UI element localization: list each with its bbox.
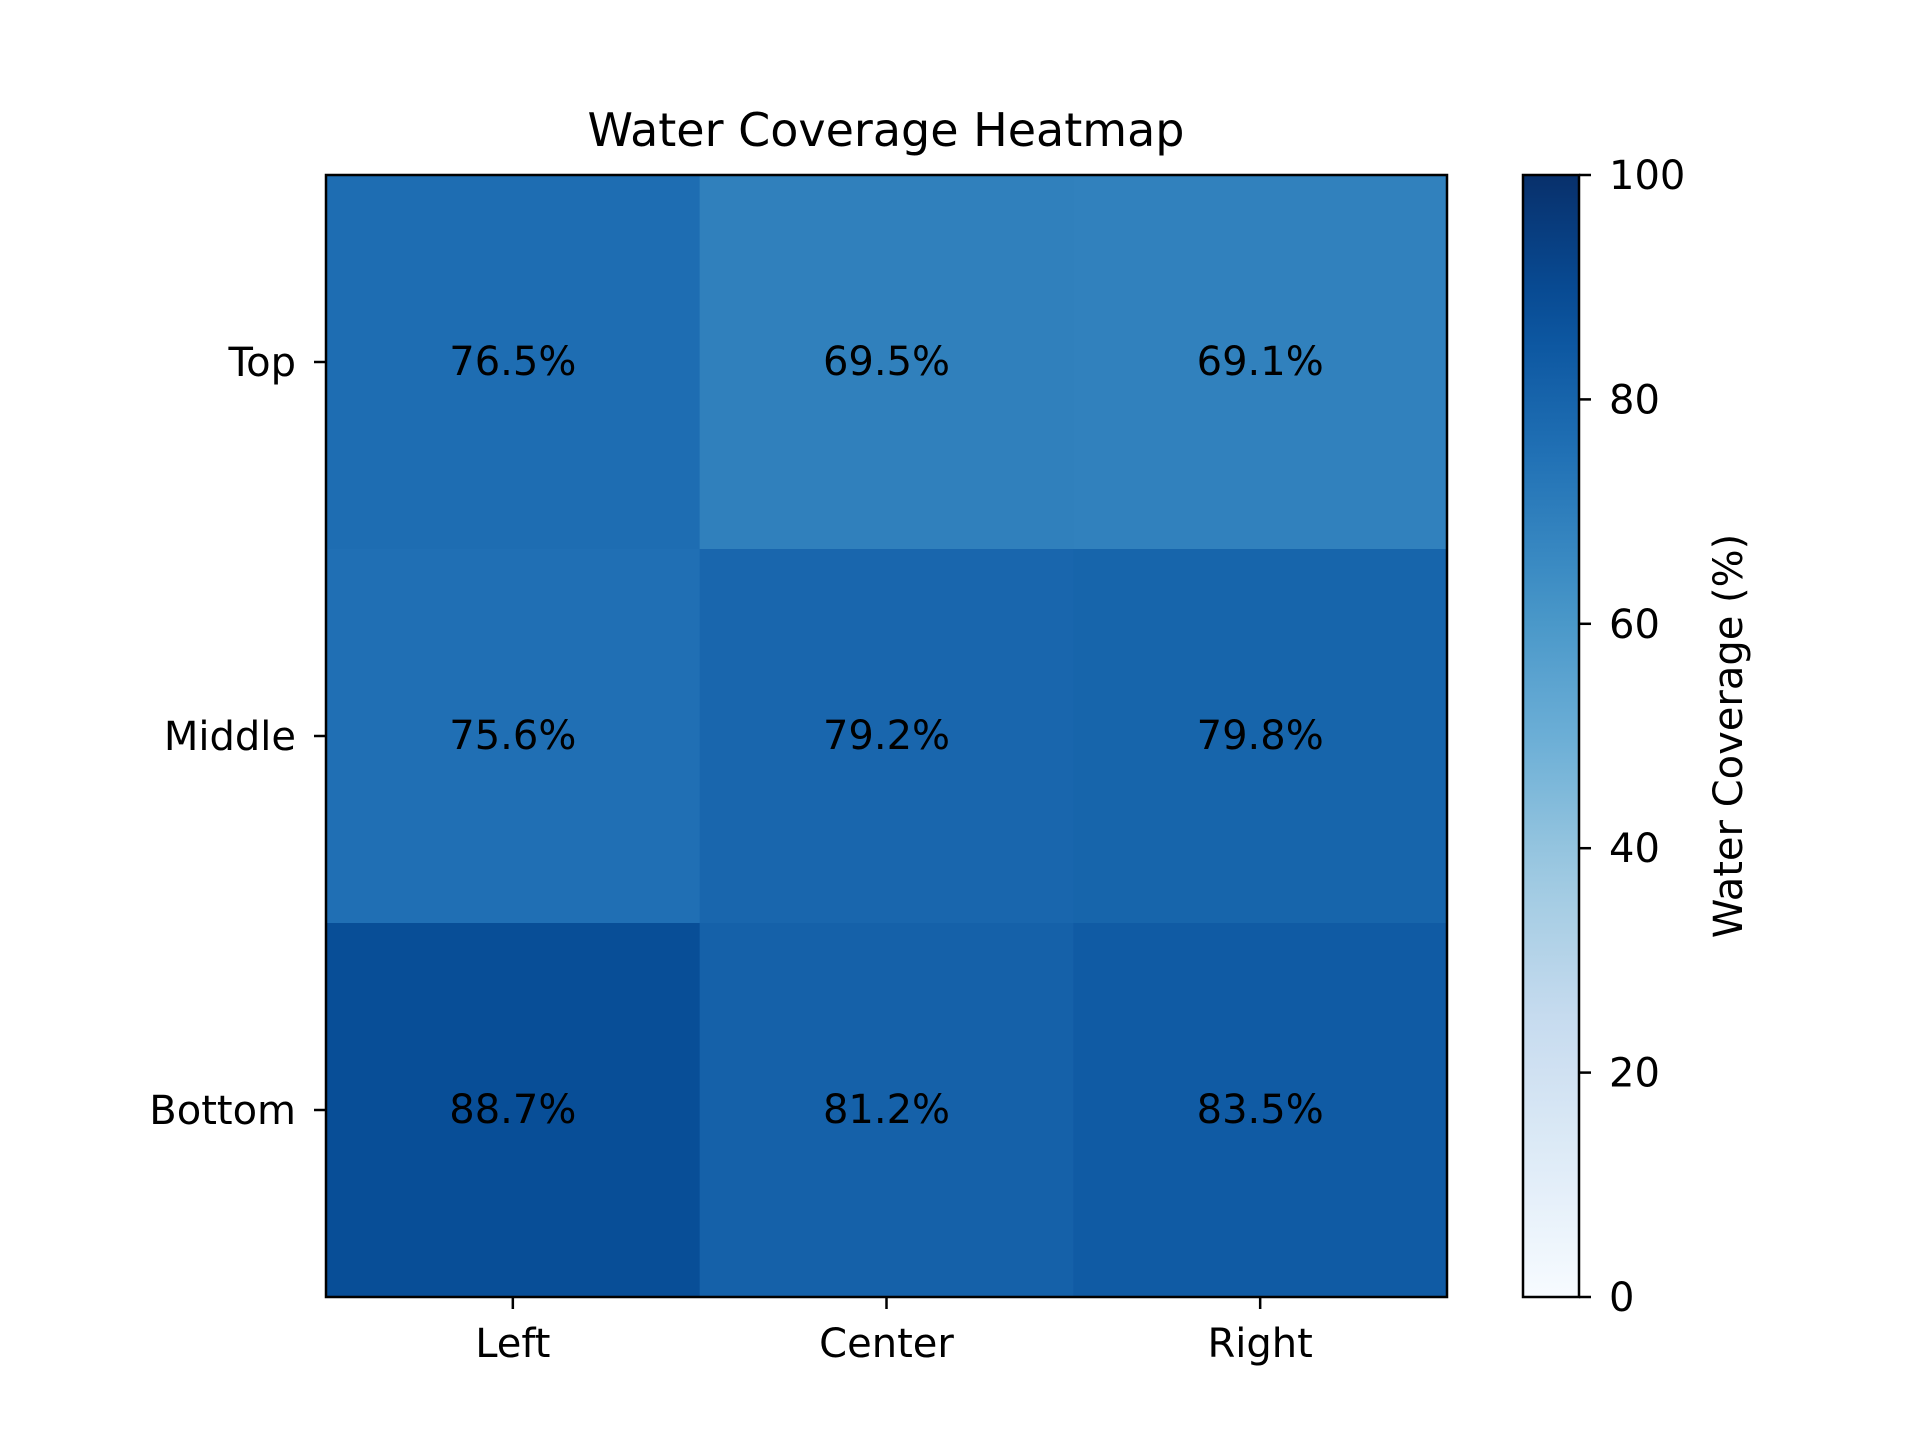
x-axis: Left Center Right xyxy=(475,1297,1313,1367)
x-tick-label-right: Right xyxy=(1207,1321,1312,1367)
y-tick-label-bottom: Bottom xyxy=(149,1088,296,1134)
cell-value-label: 76.5% xyxy=(449,339,576,385)
colorbar-tick-label: 40 xyxy=(1609,826,1660,872)
heatmap-cells xyxy=(326,175,1448,1298)
cell-value-label: 83.5% xyxy=(1197,1087,1324,1133)
heatmap-cell-top-left xyxy=(326,175,701,550)
cell-value-label: 75.6% xyxy=(449,713,576,759)
y-axis: Top Middle Bottom xyxy=(149,340,326,1134)
x-tick-label-left: Left xyxy=(475,1321,550,1367)
heatmap-cell-bottom-left xyxy=(326,923,701,1298)
colorbar-tick-label: 100 xyxy=(1609,153,1685,199)
colorbar-tick-label: 0 xyxy=(1609,1275,1634,1321)
colorbar-label: Water Coverage (%) xyxy=(1706,534,1752,939)
colorbar-ticks: 0 20 40 60 80 100 xyxy=(1579,153,1685,1321)
heatmap-cell-middle-left xyxy=(326,549,701,924)
heatmap-cell-bottom-center xyxy=(699,923,1074,1298)
heatmap-cell-top-right xyxy=(1073,175,1448,550)
heatmap-cell-top-center xyxy=(699,175,1074,550)
colorbar-tick-label: 80 xyxy=(1609,377,1660,423)
cell-value-label: 79.2% xyxy=(823,713,950,759)
colorbar-tick-label: 60 xyxy=(1609,602,1660,648)
cell-value-label: 81.2% xyxy=(823,1087,950,1133)
colorbar-frame xyxy=(1521,173,1581,1299)
heatmap-cell-middle-right xyxy=(1073,549,1448,924)
cell-value-label: 88.7% xyxy=(449,1087,576,1133)
heatmap-cell-bottom-right xyxy=(1073,923,1448,1298)
heatmap-cell-labels: 76.5% 69.5% 69.1% 75.6% 79.2% 79.8% 88.7% 81.2%… xyxy=(449,339,1323,1133)
cell-value-label: 69.1% xyxy=(1197,339,1324,385)
y-tick-label-top: Top xyxy=(228,340,297,386)
x-tick-label-center: Center xyxy=(819,1321,954,1367)
cell-value-label: 79.8% xyxy=(1197,713,1324,759)
chart-title: Water Coverage Heatmap xyxy=(588,103,1185,157)
heatmap-cell-middle-center xyxy=(699,549,1074,924)
colorbar: 0 20 40 60 80 100 Water Coverage (%) xyxy=(1521,153,1752,1321)
cell-value-label: 69.5% xyxy=(823,339,950,385)
colorbar-tick-label: 20 xyxy=(1609,1051,1660,1097)
y-tick-label-middle: Middle xyxy=(164,714,296,760)
colorbar-gradient xyxy=(1523,175,1579,1297)
